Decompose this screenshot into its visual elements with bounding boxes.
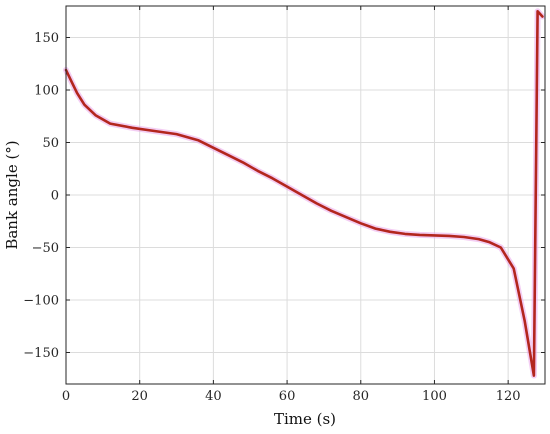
y-tick-label: 0 [51, 189, 59, 204]
x-tick-label: 100 [422, 389, 447, 404]
x-tick-label: 0 [62, 389, 70, 404]
x-ticks: 0 20 40 60 80 100 120 [62, 6, 521, 404]
x-axis-label: Time (s) [274, 410, 336, 428]
y-tick-label: −150 [23, 346, 59, 361]
bank-angle-line [64, 10, 544, 377]
y-tick-label: 50 [42, 136, 59, 151]
y-axis-label: Bank angle (°) [3, 140, 21, 249]
series-layer [64, 10, 544, 377]
x-tick-label: 120 [496, 389, 521, 404]
y-tick-label: −50 [32, 241, 59, 256]
x-tick-label: 80 [352, 389, 369, 404]
x-tick-label: 40 [205, 389, 222, 404]
y-tick-label: −100 [23, 294, 59, 309]
x-tick-label: 60 [279, 389, 296, 404]
x-tick-label: 20 [131, 389, 148, 404]
y-tick-label: 150 [34, 31, 59, 46]
y-ticks: −150 −100 −50 0 50 100 150 [23, 31, 545, 361]
y-tick-label: 100 [34, 84, 59, 99]
